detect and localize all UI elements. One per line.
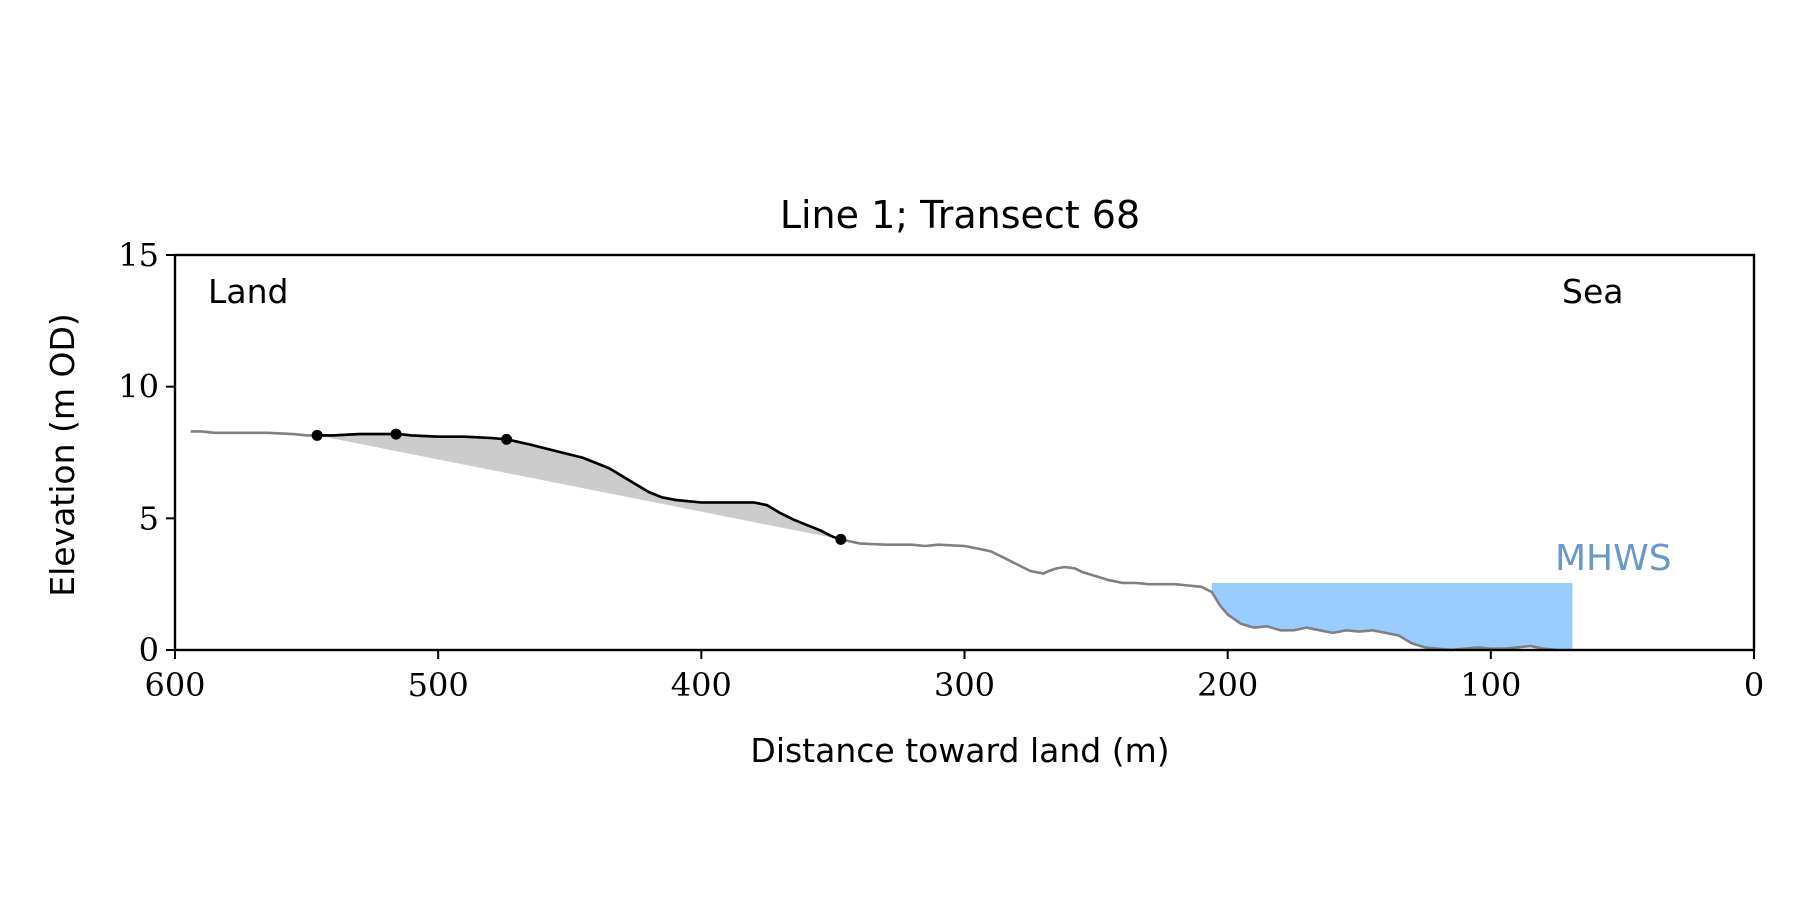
y-axis-label: Elevation (m OD) (43, 313, 82, 597)
markers-layer (311, 428, 847, 545)
mhws-label: MHWS (1555, 538, 1672, 579)
axes-layer: 600 500 400 300 200 100 0 0 5 10 15 (118, 236, 1764, 704)
land-annotation: Land (208, 272, 288, 311)
y-tick-label: 5 (139, 499, 159, 537)
chart-title: Line 1; Transect 68 (780, 193, 1140, 237)
y-tick-label: 15 (118, 236, 159, 274)
x-tick-label: 400 (671, 666, 732, 704)
y-tick-label: 0 (139, 631, 159, 669)
cliff-marker (501, 433, 513, 445)
mhws-water-area (1211, 582, 1573, 650)
cliff-shaded-area (317, 434, 841, 540)
x-axis-label: Distance toward land (m) (750, 731, 1169, 770)
x-tick-label: 500 (408, 666, 469, 704)
x-tick-label: 300 (934, 666, 995, 704)
lines-layer (190, 430, 1557, 652)
cliff-marker (311, 429, 323, 441)
y-tick-label: 10 (118, 368, 159, 406)
cliff-marker (835, 533, 847, 545)
x-tick-label: 100 (1460, 666, 1521, 704)
x-tick-label: 0 (1744, 666, 1764, 704)
fill-layer (317, 434, 1573, 650)
x-tick-label: 600 (144, 666, 205, 704)
cliff-line (317, 432, 842, 541)
x-tick-label: 200 (1197, 666, 1258, 704)
sea-annotation: Sea (1562, 272, 1623, 311)
cliff-marker (390, 428, 402, 440)
